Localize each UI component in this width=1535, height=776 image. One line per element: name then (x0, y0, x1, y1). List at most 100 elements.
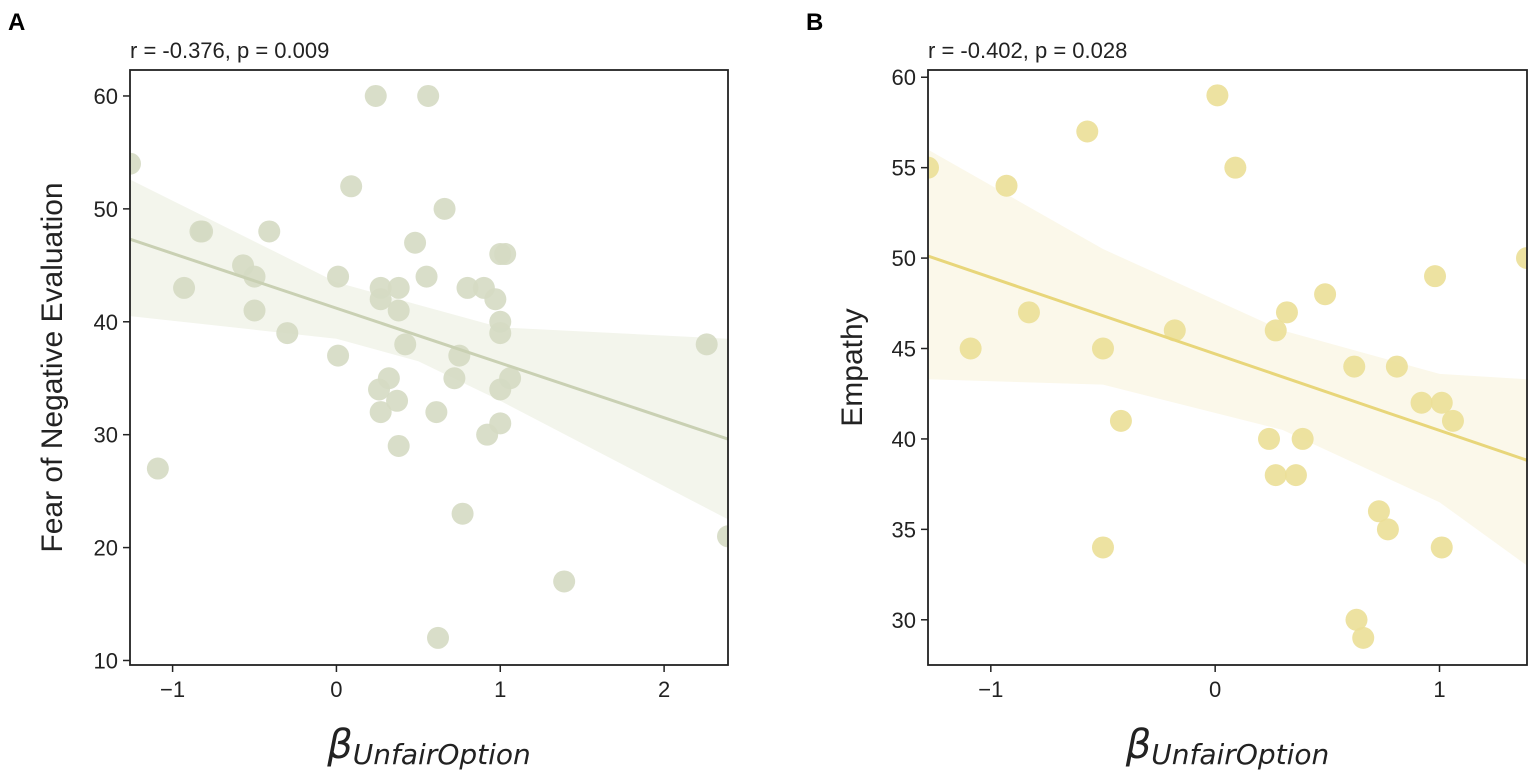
data-point (1224, 156, 1247, 179)
data-point (1258, 427, 1281, 450)
data-point (1314, 283, 1337, 306)
data-point (1091, 536, 1114, 559)
x-axis-label-symbol: β (1125, 722, 1152, 768)
data-point (1376, 518, 1399, 541)
data-point (717, 525, 728, 548)
regression-line (928, 254, 1527, 462)
data-point (1516, 247, 1527, 270)
data-point (995, 174, 1018, 197)
data-point (369, 288, 392, 311)
data-point (443, 367, 466, 390)
data-point (340, 175, 363, 198)
y-tick-label: 50 (94, 197, 118, 222)
data-point (1410, 391, 1433, 414)
x-axis-label: βUnfairOption (326, 722, 531, 771)
data-point (489, 412, 512, 435)
data-point (377, 367, 400, 390)
data-point (173, 276, 196, 299)
data-point (1163, 319, 1186, 342)
data-point (369, 401, 392, 424)
plot-area (130, 84, 728, 649)
y-tick-label: 35 (892, 517, 916, 542)
panel-label: B (806, 9, 823, 36)
data-point (1017, 301, 1040, 324)
data-point (1076, 120, 1099, 143)
panel-a: −1 0 1 2 10 20 30 40 50 60 Ar = -0.376, p = 0.009 F… (8, 9, 729, 771)
panel-b: −1 0 1 30 35 40 45 50 55 60 Br = -0.402, p = 0.028… (806, 9, 1528, 771)
data-point (1367, 500, 1390, 523)
data-point (1430, 391, 1453, 414)
data-point (451, 502, 474, 525)
data-point (1109, 409, 1132, 432)
y-axis-label: Fear of Negative Evaluation (36, 182, 69, 552)
data-point (387, 434, 410, 457)
data-point (404, 231, 427, 254)
data-point (433, 197, 456, 220)
y-tick-label: 45 (892, 337, 916, 362)
data-point (327, 265, 350, 288)
data-point (553, 570, 576, 593)
y-tick-label: 30 (94, 423, 118, 448)
x-axis-label-symbol: β (326, 722, 353, 768)
data-point (695, 333, 718, 356)
data-point (1352, 626, 1375, 649)
data-point (427, 626, 450, 649)
data-point (959, 337, 982, 360)
y-tick-label: 50 (892, 246, 916, 271)
data-point (387, 276, 410, 299)
plot-area (928, 84, 1527, 649)
y-tick-label: 60 (892, 65, 916, 90)
data-point (499, 367, 522, 390)
data-point (364, 84, 387, 107)
data-point (1291, 427, 1314, 450)
data-point (327, 344, 350, 367)
data-point (1275, 301, 1298, 324)
data-point (425, 401, 448, 424)
axes-frame (129, 69, 729, 666)
data-point (1206, 84, 1229, 107)
x-axis-label: βUnfairOption (1125, 722, 1330, 771)
data-point (494, 243, 517, 266)
x-tick-label: 1 (494, 677, 506, 702)
data-point (489, 322, 512, 345)
y-tick-label: 10 (94, 648, 118, 673)
regression-line (130, 237, 728, 441)
data-point (387, 299, 410, 322)
y-tick-label: 40 (94, 310, 118, 335)
data-point (258, 220, 281, 243)
y-axis-label: Empathy (836, 308, 869, 426)
data-point (386, 389, 409, 412)
y-tick-label: 40 (892, 427, 916, 452)
x-tick-label: 0 (1209, 677, 1221, 702)
data-point (928, 156, 939, 179)
x-tick-label: 0 (330, 677, 342, 702)
y-tick-label: 55 (892, 156, 916, 181)
data-point (1424, 265, 1447, 288)
data-point (276, 322, 299, 345)
data-point (191, 220, 214, 243)
data-point (1284, 464, 1307, 487)
data-point (456, 276, 479, 299)
data-point (417, 84, 440, 107)
panel-label: A (8, 9, 25, 36)
axes-frame (927, 69, 1528, 666)
data-point (484, 288, 507, 311)
x-axis-label-subscript: UnfairOption (353, 738, 531, 771)
data-point (1441, 409, 1464, 432)
data-point (146, 457, 169, 480)
y-tick-label: 30 (892, 608, 916, 633)
data-point (1343, 355, 1366, 378)
data-point (1264, 319, 1287, 342)
data-point (394, 333, 417, 356)
data-point (415, 265, 438, 288)
x-tick-label: 1 (1433, 677, 1445, 702)
data-point (1345, 608, 1368, 631)
confidence-band (130, 179, 728, 520)
x-tick-label: 2 (658, 677, 670, 702)
data-point (1091, 337, 1114, 360)
data-point (1430, 536, 1453, 559)
x-tick-label: −1 (978, 677, 1003, 702)
y-tick-label: 20 (94, 536, 118, 561)
data-point (130, 152, 141, 175)
